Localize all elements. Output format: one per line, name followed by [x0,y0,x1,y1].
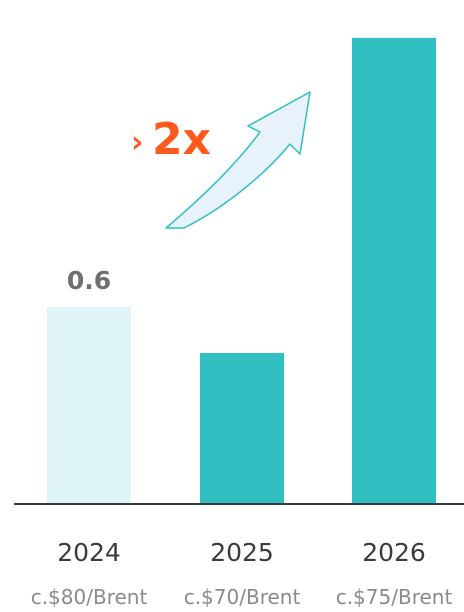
bar-2024 [47,307,131,504]
x-tick-label-2025: 2025 [210,538,274,567]
growth-arrow [165,91,311,229]
x-tick-label-2026: 2026 [362,538,426,567]
bar-2025 [200,352,284,504]
x-sublabel-2026: c.$75/Brent [336,585,453,609]
growth-annotation: › 2x [131,91,311,229]
labels: 0.6 2024 c.$80/Brent 2025 c.$70/Brent 2026 c.$… [31,266,453,609]
multiplier-prefix: › [131,125,143,160]
x-tick-label-2024: 2024 [57,538,121,567]
bars [47,37,436,505]
x-sublabel-2025: c.$70/Brent [184,585,301,609]
multiplier-label: 2x [152,114,211,165]
data-label-2024: 0.6 [67,266,111,295]
bar-2026 [352,37,436,505]
x-sublabel-2024: c.$80/Brent [31,585,148,609]
